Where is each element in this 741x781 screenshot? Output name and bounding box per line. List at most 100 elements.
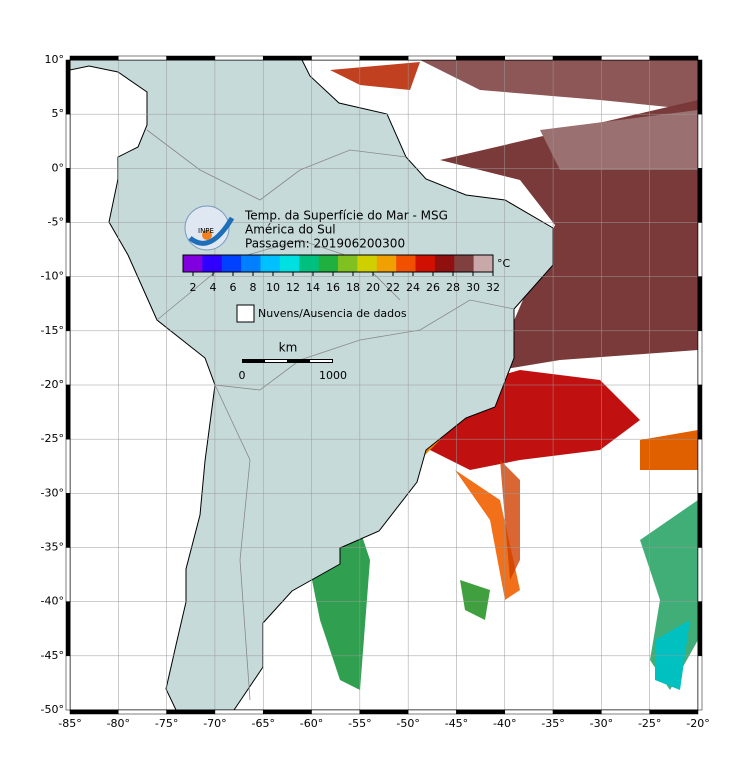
colorbar-tick-label: 8: [250, 281, 257, 294]
frame-segment: [65, 655, 71, 711]
colorbar-cell: [454, 255, 475, 272]
x-tick-label: -50°: [396, 717, 419, 730]
frame-segment: [214, 55, 264, 61]
x-tick-label: -25°: [638, 717, 661, 730]
y-tick-label: -30°: [41, 486, 64, 499]
frame-segment: [359, 709, 409, 715]
x-tick-label: -65°: [251, 717, 274, 730]
frame-segment: [407, 55, 457, 61]
frame-segment: [456, 55, 506, 61]
frame-segment: [697, 59, 703, 115]
colorbar-cell: [396, 255, 416, 272]
colorbar-cell: [183, 255, 203, 272]
border: [214, 384, 251, 701]
colorbar-cell: [279, 255, 300, 272]
x-tick-label: -55°: [348, 717, 371, 730]
frame-segment: [311, 709, 361, 715]
colorbar-tick-label: 10: [266, 281, 280, 294]
sst-cool: [460, 580, 490, 620]
x-tick-label: -30°: [590, 717, 613, 730]
frame-segment: [65, 168, 71, 223]
colorbar-cell: [338, 255, 358, 272]
sst-mid: [455, 470, 520, 600]
colorbar-tick-label: 22: [386, 281, 400, 294]
sst-warm: [420, 60, 698, 110]
frame-segment: [456, 709, 506, 715]
frame-segment: [65, 276, 71, 332]
y-tick-label: 0°: [52, 161, 65, 174]
legend-label: Nuvens/Ausencia de dados: [258, 307, 407, 320]
x-tick-label: -70°: [203, 717, 226, 730]
colorbar-tick-label: 30: [466, 281, 480, 294]
colorbar-cell: [202, 255, 223, 272]
colorbar-cell: [434, 255, 455, 272]
colorbar-cell: [415, 255, 436, 272]
frame-segment: [697, 601, 703, 657]
frame-segment: [65, 222, 71, 277]
x-tick-label: -85°: [58, 717, 81, 730]
colorbar-tick-label: 12: [286, 281, 300, 294]
frame-segment: [697, 384, 703, 440]
colorbar-cell: [221, 255, 242, 272]
frame-segment: [697, 330, 703, 386]
scale-unit: km: [279, 341, 298, 355]
scale-bar: [310, 360, 332, 362]
colorbar-tick-label: 4: [210, 281, 217, 294]
y-tick-label: -5°: [48, 216, 64, 229]
subtitle: América do Sul: [245, 223, 336, 237]
frame-segment: [552, 709, 602, 715]
frame-segment: [65, 330, 71, 386]
x-tick-label: -80°: [107, 717, 130, 730]
y-tick-label: -40°: [41, 595, 64, 608]
colorbar-cell: [241, 255, 261, 272]
y-tick-label: 5°: [52, 107, 65, 120]
colorbar-tick-label: 6: [230, 281, 237, 294]
frame-segment: [69, 709, 119, 715]
y-tick-label: -15°: [41, 324, 64, 337]
frame-segment: [262, 55, 312, 61]
y-tick-label: -10°: [41, 270, 64, 283]
frame-segment: [697, 113, 703, 169]
legend-swatch: [236, 304, 255, 323]
scale-bar: [242, 359, 333, 363]
colorbar-tick-label: 2: [190, 281, 197, 294]
logo-dot: [202, 230, 212, 240]
frame-segment: [697, 168, 703, 223]
x-tick-label: -20°: [686, 717, 709, 730]
frame-segment: [504, 709, 554, 715]
colorbar: 2 4 6 8 10 12 14 16 18 20 22 24 26 28 30 32: [182, 254, 500, 294]
frame-segment: [697, 547, 703, 602]
logo-swoosh: [188, 216, 235, 246]
frame-segment: [697, 438, 703, 494]
frame-segment: [601, 55, 650, 61]
colorbar-frame: [182, 254, 494, 273]
scale-label: 0: [239, 369, 246, 382]
frame-segment: [118, 709, 167, 715]
sst-warm: [540, 110, 698, 170]
colorbar-unit: °C: [497, 257, 511, 270]
border: [146, 129, 407, 201]
frame-segment: [697, 222, 703, 277]
frame-segment: [697, 493, 703, 548]
logo: INPE: [184, 205, 235, 251]
y-tick-label: -25°: [41, 432, 64, 445]
frame-segment: [65, 438, 71, 494]
frame-segment: [262, 709, 312, 715]
x-tick-label: -75°: [155, 717, 178, 730]
frame-segment: [65, 384, 71, 440]
colorbar-tick-label: 32: [486, 281, 500, 294]
frame-segment: [166, 55, 216, 61]
colorbar-tick-label: 26: [426, 281, 440, 294]
frame-segment: [65, 113, 71, 169]
frame-segment: [65, 59, 71, 115]
frame-segment: [649, 55, 699, 61]
x-tick-label: -60°: [300, 717, 323, 730]
logo-text: INPE: [198, 227, 214, 235]
sst-cold: [655, 620, 690, 690]
colorbar-cell: [357, 255, 378, 272]
colorbar-tick-label: 24: [406, 281, 420, 294]
y-tick-label: -45°: [41, 649, 64, 662]
y-tick-label: -50°: [41, 703, 64, 716]
sst-warm: [440, 100, 698, 390]
